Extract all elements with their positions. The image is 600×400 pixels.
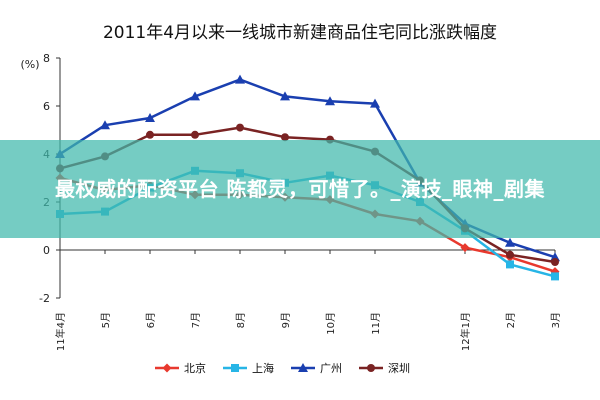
- y-tick-label: 0: [43, 244, 50, 257]
- x-tick-label: 11年4月: [54, 312, 67, 351]
- legend-label: 上海: [252, 361, 274, 375]
- data-point: [236, 123, 244, 132]
- y-tick-label: -2: [39, 292, 50, 305]
- data-point: [191, 130, 199, 139]
- watermark-text: 最权威的配资平台 陈都灵，可惜了。_演技_眼神_剧集: [55, 177, 545, 201]
- data-point: [145, 113, 155, 122]
- data-point: [506, 250, 514, 259]
- x-tick-label: 8月: [235, 312, 247, 328]
- data-point: [505, 237, 515, 247]
- x-tick-label: 11月: [370, 312, 382, 335]
- data-point: [146, 130, 154, 139]
- data-point: [370, 98, 380, 108]
- x-tick-label: 5月: [100, 312, 112, 328]
- data-point: [190, 91, 200, 101]
- x-tick-label: 6月: [145, 312, 157, 328]
- data-point: [281, 133, 289, 142]
- x-tick-label: 3月: [550, 312, 562, 328]
- legend-marker: [162, 363, 172, 373]
- data-point: [551, 258, 559, 266]
- chart-title: 2011年4月以来一线城市新建商品住宅同比涨跌幅度: [103, 23, 497, 43]
- data-point: [506, 260, 514, 269]
- data-point: [325, 96, 335, 106]
- x-tick-label: 12年1月: [459, 312, 472, 351]
- x-tick-label: 9月: [280, 312, 292, 328]
- data-point: [460, 243, 470, 253]
- watermark-banner: 最权威的配资平台 陈都灵，可惜了。_演技_眼神_剧集: [0, 140, 600, 238]
- legend-label: 广州: [320, 362, 342, 375]
- data-point: [551, 272, 559, 281]
- legend-label: 深圳: [388, 362, 410, 375]
- legend-marker: [231, 364, 239, 372]
- x-tick-label: 2月: [505, 312, 517, 328]
- y-tick-label: 8: [43, 52, 50, 65]
- y-axis-label: (%): [20, 58, 39, 71]
- data-point: [100, 120, 110, 130]
- legend-marker: [367, 364, 375, 372]
- legend-marker: [298, 363, 308, 372]
- data-point: [235, 74, 245, 84]
- x-tick-label: 7月: [190, 312, 202, 328]
- y-tick-label: 6: [43, 100, 50, 113]
- legend-label: 北京: [184, 361, 206, 375]
- data-point: [280, 91, 290, 101]
- x-tick-label: 10月: [325, 312, 337, 335]
